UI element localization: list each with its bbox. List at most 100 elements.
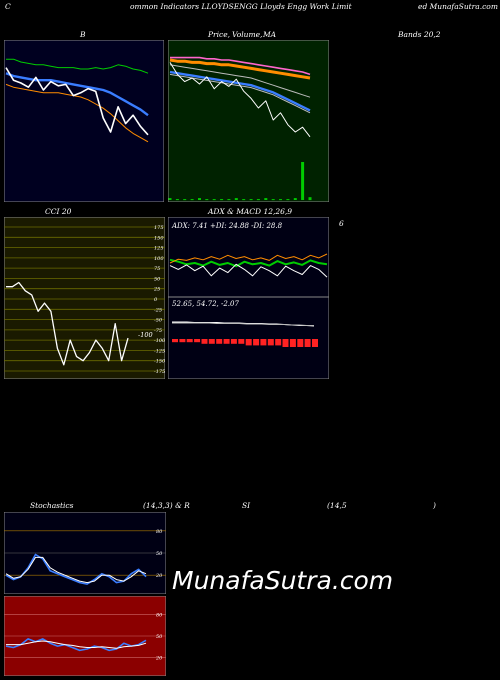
- volume-bar: [234, 198, 238, 200]
- adx-macd-chart: ADX: 7.41 +DI: 24.88 -DI: 28.8 52.65, 54.…: [168, 217, 329, 379]
- volume-bar: [264, 198, 268, 200]
- macd-histogram-bar: [186, 339, 193, 343]
- volume-bar: [205, 199, 209, 201]
- bb-series-upper: [6, 58, 149, 74]
- adx-macd-label: ADX & MACD 12,26,9: [208, 207, 293, 216]
- volume-bar: [190, 199, 194, 201]
- volume-bar: [212, 199, 216, 201]
- bb-series-middle: [5, 72, 149, 117]
- watermark: MunafaSutra.com: [172, 566, 394, 595]
- macd-histogram-bar: [238, 339, 245, 344]
- cci-chart: 1751501251007550250-25-50-75-100-125-150…: [4, 217, 165, 379]
- volume-bar: [249, 199, 253, 201]
- stoch-series-d: [5, 556, 147, 584]
- cci-tick-label: 75: [154, 266, 160, 272]
- macd-series-signal: [172, 322, 314, 326]
- price-bg: [168, 40, 329, 202]
- stoch-label: Stochastics: [30, 501, 74, 510]
- cci-line: [6, 281, 129, 366]
- cci-tick-label: 125: [154, 246, 164, 252]
- cci-tick-label: 50: [154, 276, 161, 282]
- bollinger-bg: [4, 40, 164, 202]
- volume-bar: [256, 199, 260, 201]
- macd-histogram-bar: [179, 339, 186, 343]
- price-series-ma_blue: [169, 70, 311, 112]
- stoch-tick-label: 20: [155, 573, 163, 579]
- adx-series-adx_green: [169, 258, 328, 268]
- cci-label: CCI 20: [45, 207, 72, 216]
- rsi-label: SI: [242, 501, 251, 510]
- cci-tick-label: 0: [154, 297, 158, 303]
- header-right: ed MunafaSutra.com: [418, 2, 498, 11]
- macd-histogram-bar: [230, 339, 237, 344]
- macd-histogram-bar: [253, 339, 260, 346]
- price-series-ma_orange: [169, 58, 311, 80]
- macd-histogram-bar: [201, 339, 208, 344]
- adx-series-di_white: [169, 263, 328, 278]
- header-left: C: [5, 2, 11, 11]
- stochastics-chart: 80 50 20: [4, 512, 166, 594]
- volume-label: Volume,: [232, 30, 263, 39]
- cci-tick-label: -150: [154, 359, 165, 365]
- price-ma-chart: [168, 40, 329, 202]
- volume-bar: [168, 198, 172, 200]
- macd-values-text: 52.65, 54.72, -2.07: [172, 300, 239, 308]
- rsi-tick-label: 50: [156, 634, 163, 640]
- rsi-close: ): [433, 501, 436, 510]
- cci-current-label: -100: [138, 331, 153, 339]
- bb-series-lower: [5, 83, 149, 143]
- bollinger-chart: [4, 40, 164, 202]
- rsi-series-ma: [6, 640, 147, 649]
- macd-histogram-bar: [208, 339, 215, 344]
- cci-tick-label: 150: [154, 235, 164, 241]
- macd-histogram-bar: [223, 339, 230, 344]
- volume-bar: [198, 198, 201, 200]
- volume-bar: [279, 199, 282, 201]
- price-series-ma_pink: [170, 56, 311, 76]
- stoch-params: (14,3,3) & R: [143, 501, 190, 510]
- volume-bar: [175, 199, 179, 201]
- cci-tick-label: -25: [154, 307, 162, 313]
- rsi-params: (14,5: [327, 501, 347, 510]
- volume-bar: [271, 199, 275, 201]
- volume-bar: [308, 197, 312, 201]
- volume-bar: [286, 199, 290, 201]
- rsi-tick-label: 20: [155, 656, 163, 662]
- macd-histogram-bar: [312, 339, 318, 347]
- price-series-price: [169, 62, 311, 138]
- ma-label: MA: [263, 30, 277, 39]
- rsi-tick-label: 80: [156, 612, 163, 618]
- macd-histogram-bar: [172, 339, 178, 343]
- volume-bar: [242, 199, 246, 201]
- adx-series-di_orange: [169, 253, 328, 264]
- macd-histogram-bar: [275, 339, 282, 346]
- price-series-ma_gray1: [169, 64, 311, 98]
- row2-right-label: 6: [339, 219, 344, 228]
- cci-tick-label: 175: [154, 225, 164, 231]
- volume-bar: [183, 199, 187, 201]
- adx-values-text: ADX: 7.41 +DI: 24.88 -DI: 28.8: [171, 222, 283, 230]
- adx-bg: [168, 217, 329, 379]
- macd-histogram-bar: [267, 339, 274, 346]
- macd-histogram-bar: [216, 339, 223, 344]
- rsi-chart: 80 50 20: [4, 596, 166, 676]
- price-label: Price,: [208, 30, 231, 39]
- macd-histogram-bar: [289, 339, 296, 347]
- bollinger-label: B: [80, 30, 86, 39]
- cci-tick-label: -75: [154, 328, 162, 334]
- macd-histogram-bar: [260, 339, 267, 346]
- bands-label: Bands 20,2: [398, 30, 441, 39]
- volume-bar: [220, 199, 224, 201]
- bb-series-price: [5, 67, 149, 136]
- cci-tick-label: -175: [154, 369, 165, 375]
- macd-histogram-bar: [304, 339, 311, 347]
- cci-tick-label: 100: [154, 256, 164, 262]
- header-title: ommon Indicators LLOYDSENGG Lloyds Engg …: [130, 2, 352, 11]
- volume-bar: [227, 199, 231, 201]
- cci-tick-label: -50: [154, 318, 163, 324]
- volume-bar: [293, 198, 297, 200]
- macd-histogram-bar: [297, 339, 304, 347]
- macd-histogram-bar: [245, 339, 252, 346]
- macd-histogram-bar: [282, 339, 289, 347]
- stoch-tick-label: 50: [156, 551, 163, 557]
